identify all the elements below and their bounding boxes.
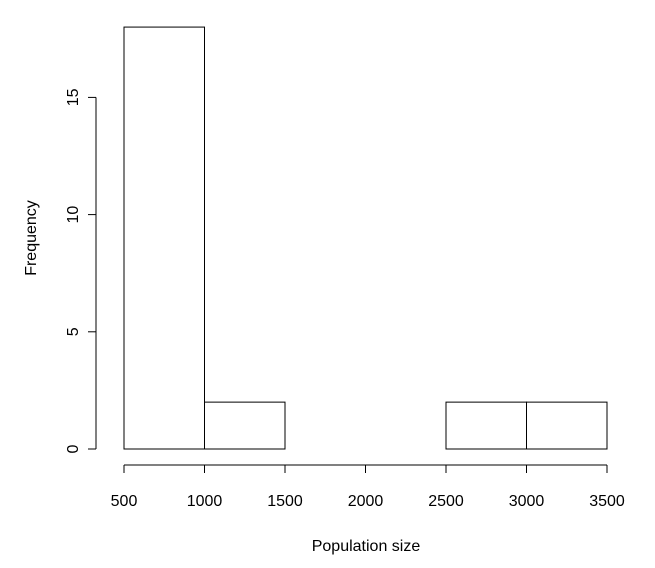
y-tick-label-2: 10 [65, 206, 82, 224]
bars-group [123, 26, 608, 450]
x-tick-label-5: 3000 [509, 493, 545, 510]
x-tick-label-2: 1500 [267, 493, 303, 510]
x-axis: 500 1000 1500 2000 2500 3000 3500 [111, 464, 625, 510]
x-tick-label-4: 2500 [428, 493, 464, 510]
y-axis-label: Frequency [23, 200, 40, 276]
x-tick-label-6: 3500 [589, 493, 625, 510]
y-axis: 0 5 10 15 [65, 88, 97, 453]
y-tick-label-0: 0 [65, 444, 82, 453]
histogram-bar-5 [526, 401, 608, 450]
y-tick-label-1: 5 [65, 327, 82, 336]
x-tick-label-3: 2000 [348, 493, 384, 510]
y-tick-label-3: 15 [65, 88, 82, 106]
x-tick-label-1: 1000 [187, 493, 223, 510]
histogram-bar-1 [204, 401, 286, 450]
histogram-bar-4 [445, 401, 527, 450]
x-axis-label: Population size [312, 538, 421, 555]
x-tick-label-0: 500 [111, 493, 138, 510]
histogram-bar-0 [123, 26, 205, 450]
